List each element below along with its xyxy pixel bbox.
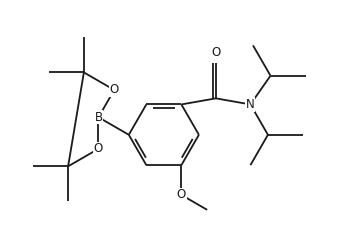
Text: B: B bbox=[94, 111, 102, 124]
Text: O: O bbox=[211, 46, 220, 59]
Text: N: N bbox=[246, 98, 255, 111]
Text: O: O bbox=[94, 142, 103, 155]
Text: O: O bbox=[177, 188, 186, 201]
Text: O: O bbox=[110, 83, 119, 96]
